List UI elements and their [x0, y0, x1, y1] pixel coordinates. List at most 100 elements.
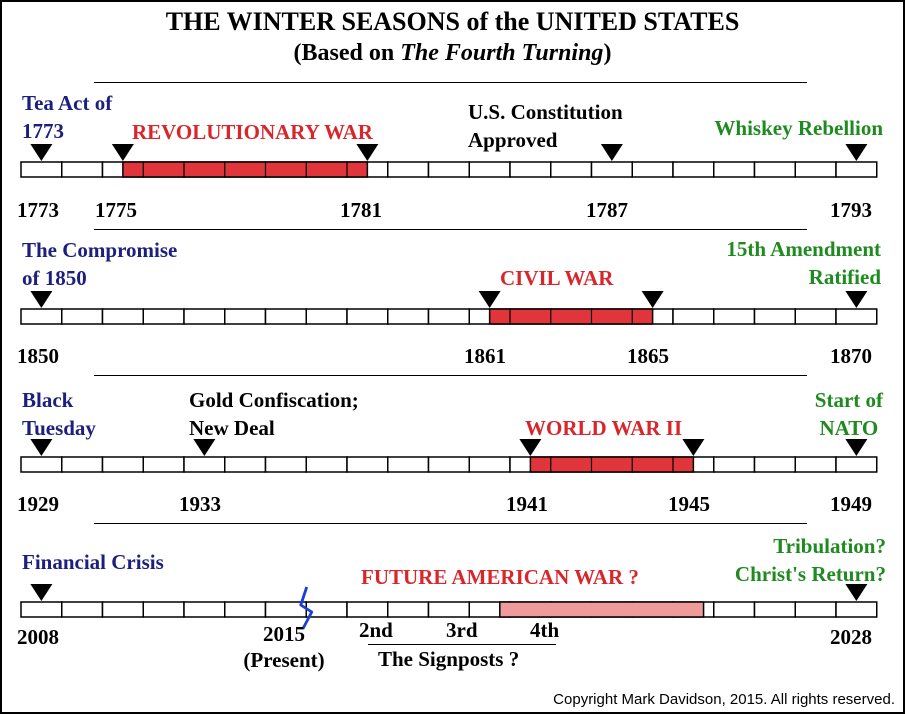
- year-label: 1861: [464, 344, 506, 368]
- war-end-marker: [641, 291, 664, 308]
- event-label-compromise-1850: The Compromise of 1850: [22, 238, 178, 290]
- timeline-year-cell: [672, 161, 715, 178]
- timeline-year-cell: [835, 456, 878, 473]
- event-marker: [845, 584, 868, 601]
- timeline-year-cell: [794, 456, 837, 473]
- timeline-year-cell: [794, 308, 837, 325]
- year-label: 2008: [17, 625, 59, 649]
- timeline-year-cell: [753, 601, 796, 618]
- subtitle-prefix: (Based on: [293, 40, 401, 66]
- timeline-year-cell: [101, 456, 144, 473]
- event-label-tribulation: Tribulation? Christ's Return?: [734, 534, 886, 586]
- year-label: 1850: [17, 344, 59, 368]
- timeline-year-cell: [631, 161, 674, 178]
- timeline-year-cell: [427, 601, 470, 618]
- timeline-year-cell: [713, 308, 756, 325]
- timeline-civil-war: [20, 291, 878, 325]
- war-label-revolutionary: REVOLUTIONARY WAR: [132, 120, 373, 144]
- timeline-year-cell: [142, 308, 185, 325]
- timeline-year-cell: [794, 161, 837, 178]
- timeline-year-cell: [387, 601, 430, 618]
- timeline-future: [20, 584, 878, 630]
- timeline-year-cell: [264, 308, 307, 325]
- event-marker: [845, 439, 868, 456]
- timeline-year-cell: [550, 161, 593, 178]
- title-block: THE WINTER SEASONS of the UNITED STATES …: [0, 6, 905, 68]
- timeline-year-cell: [672, 308, 715, 325]
- year-label: 1929: [17, 492, 59, 516]
- timeline-year-cell: [753, 161, 796, 178]
- diagram-subtitle: (Based on The Fourth Turning): [0, 38, 905, 68]
- event-label-15th-amendment: 15th Amendment Ratified: [726, 237, 881, 289]
- timeline-year-cell: [20, 161, 63, 178]
- timeline-year-cell: [61, 456, 104, 473]
- event-marker: [193, 439, 216, 456]
- year-label: 1775: [95, 198, 137, 222]
- event-marker: [30, 144, 53, 161]
- timeline-year-cell: [346, 456, 389, 473]
- present-label: 2015 (Present): [243, 622, 325, 672]
- timeline-year-cell: [20, 308, 63, 325]
- subtitle-suffix: ): [603, 40, 612, 66]
- timeline-year-cell: [427, 456, 470, 473]
- signpost-rule: [368, 644, 556, 645]
- timeline-year-cell: [509, 161, 552, 178]
- year-label: 1941: [506, 492, 548, 516]
- timeline-year-cell: [346, 308, 389, 325]
- war-label-future: FUTURE AMERICAN WAR ?: [361, 565, 639, 589]
- timeline-year-cell: [753, 308, 796, 325]
- signpost-label-4th: 4th: [530, 618, 560, 642]
- timeline-year-cell: [183, 308, 226, 325]
- war-span-bar: [488, 308, 654, 325]
- event-label-gold-confiscation: Gold Confiscation; New Deal: [189, 388, 359, 440]
- event-label-financial-crisis: Financial Crisis: [22, 550, 164, 574]
- event-marker: [30, 439, 53, 456]
- event-label-constitution: U.S. Constitution Approved: [468, 100, 623, 152]
- year-label: 1773: [17, 198, 59, 222]
- timeline-year-cell: [142, 456, 185, 473]
- year-label: 1933: [179, 492, 221, 516]
- divider-rule: [94, 375, 807, 376]
- diagram-title: THE WINTER SEASONS of the UNITED STATES: [165, 7, 740, 36]
- event-label-whiskey-rebellion: Whiskey Rebellion: [714, 116, 883, 140]
- timeline-year-cell: [794, 601, 837, 618]
- timeline-year-cell: [835, 308, 878, 325]
- event-marker: [30, 291, 53, 308]
- timeline-year-cell: [387, 161, 430, 178]
- war-end-marker: [356, 144, 379, 161]
- timeline-revolution: [20, 144, 878, 178]
- timeline-year-cell: [101, 601, 144, 618]
- timeline-year-cell: [264, 456, 307, 473]
- event-marker: [845, 291, 868, 308]
- event-label-nato: Start of NATO: [814, 388, 883, 440]
- timeline-year-cell: [305, 308, 348, 325]
- divider-rule: [94, 229, 807, 230]
- signpost-label-2nd: 2nd: [359, 618, 393, 642]
- timeline-year-cell: [713, 161, 756, 178]
- war-label-civil: CIVIL WAR: [500, 266, 614, 290]
- year-label: 1781: [340, 198, 382, 222]
- war-label-ww2: WORLD WAR II: [525, 416, 683, 440]
- timeline-year-cell: [387, 308, 430, 325]
- event-label-tea-act: Tea Act of 1773: [22, 91, 113, 143]
- timeline-year-cell: [427, 308, 470, 325]
- timeline-ww2: [20, 439, 878, 473]
- timeline-year-cell: [305, 456, 348, 473]
- event-marker: [600, 144, 623, 161]
- timeline-year-cell: [468, 161, 511, 178]
- timeline-year-cell: [61, 601, 104, 618]
- year-label: 1793: [830, 198, 872, 222]
- timeline-year-cell: [20, 456, 63, 473]
- year-label: 1865: [627, 344, 669, 368]
- year-label: 1949: [830, 492, 872, 516]
- timeline-year-cell: [61, 161, 104, 178]
- copyright-notice: Copyright Mark Davidson, 2015. All right…: [553, 691, 895, 708]
- timeline-year-cell: [753, 456, 796, 473]
- timeline-year-cell: [305, 601, 348, 618]
- divider-rule: [94, 523, 807, 524]
- signpost-caption: The Signposts ?: [378, 647, 520, 671]
- war-start-marker: [111, 144, 134, 161]
- event-marker: [845, 144, 868, 161]
- timeline-year-cell: [713, 601, 756, 618]
